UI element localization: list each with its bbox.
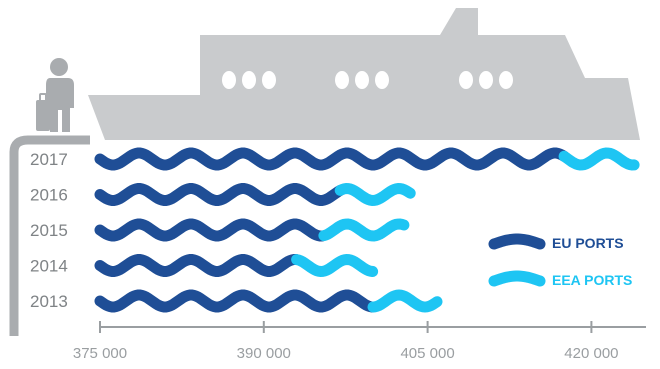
cruise-ship-icon bbox=[88, 8, 640, 140]
year-label-2013: 2013 bbox=[30, 292, 68, 311]
porthole bbox=[479, 71, 493, 89]
legend-label: EEA PORTS bbox=[552, 272, 632, 288]
porthole bbox=[355, 71, 369, 89]
year-label-2015: 2015 bbox=[30, 221, 68, 240]
legend-label: EU PORTS bbox=[552, 235, 624, 251]
x-tick-label: 375 000 bbox=[73, 345, 127, 362]
year-label-2017: 2017 bbox=[30, 150, 68, 169]
x-axis-ticks: 375 000 390 000 405 000 420 000 bbox=[73, 321, 619, 362]
legend: EU PORTS EEA PORTS bbox=[488, 233, 632, 288]
eu-ports-bar-2014 bbox=[94, 254, 302, 277]
eu-ports-bar-2015 bbox=[94, 218, 328, 242]
porthole bbox=[222, 71, 236, 89]
porthole bbox=[459, 71, 473, 89]
porthole bbox=[335, 71, 349, 89]
legend-swatch bbox=[488, 233, 546, 250]
legend-swatch bbox=[488, 270, 546, 287]
eea-ports-bar-2015 bbox=[318, 218, 410, 242]
pier-frame bbox=[9, 135, 90, 336]
eu-ports-bar-2016 bbox=[94, 183, 346, 206]
x-tick-label: 405 000 bbox=[400, 345, 454, 362]
passenger-with-luggage-icon bbox=[36, 58, 74, 132]
eu-ports-bar-2017 bbox=[94, 147, 570, 171]
eea-ports-bar-2017 bbox=[558, 147, 640, 171]
year-label-2016: 2016 bbox=[30, 186, 68, 205]
year-label-2014: 2014 bbox=[30, 257, 68, 276]
x-tick-label: 420 000 bbox=[564, 345, 618, 362]
porthole bbox=[242, 71, 256, 89]
porthole bbox=[499, 71, 513, 89]
porthole bbox=[375, 71, 389, 89]
passenger-head bbox=[50, 58, 68, 76]
x-tick-label: 390 000 bbox=[237, 345, 291, 362]
luggage-handle bbox=[39, 93, 47, 102]
luggage bbox=[36, 100, 50, 131]
eea-ports-bar-2016 bbox=[334, 182, 416, 207]
passenger-body bbox=[46, 78, 74, 132]
year-labels: 2017 2016 2015 2014 2013 bbox=[30, 150, 68, 311]
ship-windows bbox=[222, 71, 513, 89]
wave-bars bbox=[94, 147, 640, 313]
eu-ports-bar-2013 bbox=[94, 289, 378, 313]
eea-ports-bar-2013 bbox=[367, 289, 443, 313]
eea-ports-bar-2014 bbox=[291, 253, 379, 278]
porthole bbox=[262, 71, 276, 89]
